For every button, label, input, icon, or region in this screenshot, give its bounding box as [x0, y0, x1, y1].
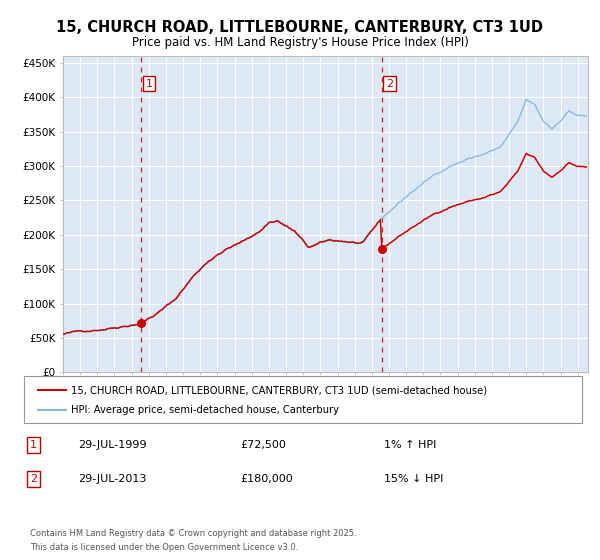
- Text: HPI: Average price, semi-detached house, Canterbury: HPI: Average price, semi-detached house,…: [71, 405, 340, 415]
- Text: 1% ↑ HPI: 1% ↑ HPI: [384, 440, 436, 450]
- Text: 29-JUL-2013: 29-JUL-2013: [78, 474, 146, 484]
- Text: £180,000: £180,000: [240, 474, 293, 484]
- Text: Price paid vs. HM Land Registry's House Price Index (HPI): Price paid vs. HM Land Registry's House …: [131, 36, 469, 49]
- Text: Contains HM Land Registry data © Crown copyright and database right 2025.
This d: Contains HM Land Registry data © Crown c…: [30, 529, 356, 552]
- Text: 1: 1: [30, 440, 37, 450]
- Text: 29-JUL-1999: 29-JUL-1999: [78, 440, 146, 450]
- Text: 15, CHURCH ROAD, LITTLEBOURNE, CANTERBURY, CT3 1UD: 15, CHURCH ROAD, LITTLEBOURNE, CANTERBUR…: [56, 20, 544, 35]
- Text: 15% ↓ HPI: 15% ↓ HPI: [384, 474, 443, 484]
- Text: 15, CHURCH ROAD, LITTLEBOURNE, CANTERBURY, CT3 1UD (semi-detached house): 15, CHURCH ROAD, LITTLEBOURNE, CANTERBUR…: [71, 385, 488, 395]
- Text: 2: 2: [30, 474, 37, 484]
- Text: £72,500: £72,500: [240, 440, 286, 450]
- Text: 2: 2: [386, 78, 393, 88]
- Text: 1: 1: [146, 78, 152, 88]
